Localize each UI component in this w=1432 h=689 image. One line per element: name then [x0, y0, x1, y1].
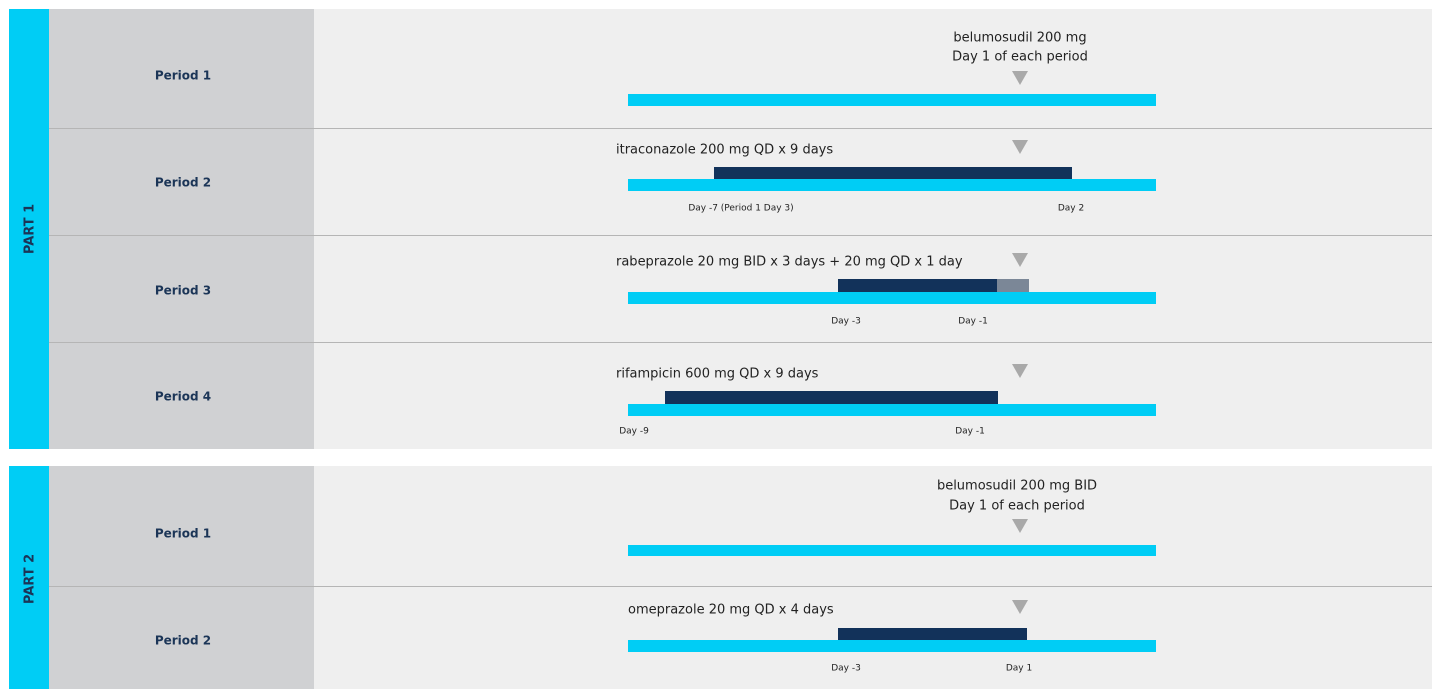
dose-note: omeprazole 20 mg QD x 4 days: [628, 603, 834, 618]
period-label: Period 2: [155, 176, 211, 190]
timeline: [628, 94, 1156, 106]
period-label: Period 1: [155, 69, 211, 83]
day-label: Day -7 (Period 1 Day 3): [688, 204, 793, 214]
timeline: [628, 545, 1156, 556]
period-label: Period 3: [155, 284, 211, 298]
treatment-bar: [838, 279, 997, 292]
dose-note: rifampicin 600 mg QD x 9 days: [616, 367, 819, 382]
day-label: Day -3: [831, 664, 861, 674]
dose-note: belumosudil 200 mg: [953, 31, 1086, 46]
day-label: Day -1: [955, 427, 985, 437]
dose-note: Day 1 of each period: [949, 499, 1085, 514]
content-area: [314, 9, 1432, 449]
timeline: [628, 292, 1156, 304]
day-label: Day 2: [1058, 204, 1084, 214]
timeline: [628, 404, 1156, 416]
dose-marker: [1012, 140, 1028, 154]
period-column: [49, 9, 314, 449]
dose-marker: [1012, 519, 1028, 533]
dose-note: rabeprazole 20 mg BID x 3 days + 20 mg Q…: [616, 255, 963, 270]
period-label: Period 4: [155, 390, 211, 404]
period-label: Period 1: [155, 527, 211, 541]
day-label: Day -1: [958, 317, 988, 327]
timeline: [628, 640, 1156, 652]
part-strip: [9, 9, 49, 449]
dose-marker: [1012, 600, 1028, 614]
dose-marker: [1012, 71, 1028, 85]
treatment-bar: [838, 628, 1027, 640]
day-label: Day -9: [619, 427, 649, 437]
dose-marker: [1012, 364, 1028, 378]
part-strip: [9, 466, 49, 689]
content-area: [314, 466, 1432, 689]
timeline: [628, 179, 1156, 191]
dose-note: Day 1 of each period: [952, 50, 1088, 65]
dose-marker: [1012, 253, 1028, 267]
day-label: Day 1: [1006, 664, 1032, 674]
day-label: Day -3: [831, 317, 861, 327]
part-label: PART 2: [23, 554, 38, 604]
treatment-bar: [665, 391, 998, 404]
treatment-bar: [997, 279, 1029, 292]
period-label: Period 2: [155, 634, 211, 648]
period-column: [49, 466, 314, 689]
dose-note: belumosudil 200 mg BID: [937, 479, 1097, 494]
treatment-bar: [714, 167, 1072, 179]
dose-note: itraconazole 200 mg QD x 9 days: [616, 143, 833, 158]
part-label: PART 1: [23, 204, 38, 254]
